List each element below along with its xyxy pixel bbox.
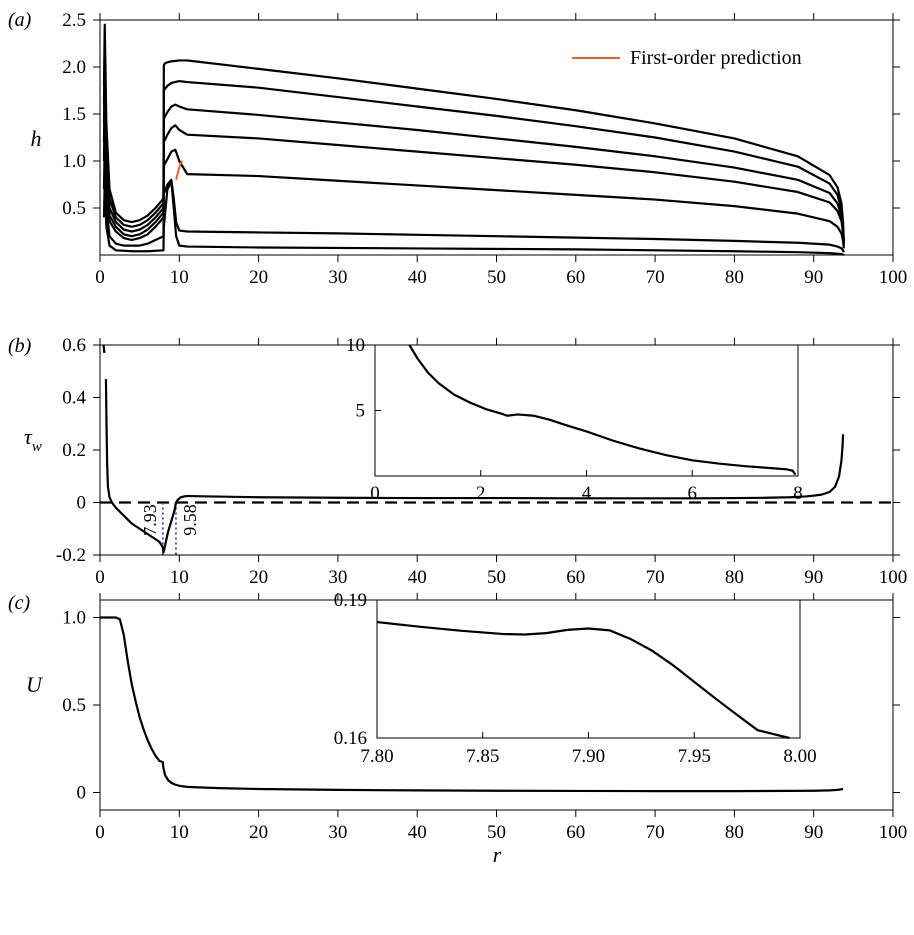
annotation-9-58: 9.58 — [180, 504, 200, 536]
tau-w-line — [102, 344, 106, 353]
x-tick-label: 90 — [804, 267, 823, 288]
h-profile-line — [102, 178, 845, 257]
inset-x-tick-label: 6 — [688, 483, 698, 504]
inset-x-tick-label: 2 — [476, 483, 486, 504]
y-tick-label: 1.0 — [62, 151, 86, 172]
first-order-prediction-line — [175, 160, 184, 181]
y-axis-label-tau: τ — [24, 424, 33, 449]
y-tick-label: 2.0 — [62, 57, 86, 78]
inset-x-tick-label: 8.00 — [783, 746, 816, 767]
y-tick-label: -0.2 — [56, 545, 86, 566]
x-tick-label: 0 — [95, 267, 105, 288]
x-tick-label: 40 — [408, 567, 427, 588]
inset-x-tick-label: 7.85 — [466, 746, 499, 767]
legend-label: First-order prediction — [630, 47, 802, 69]
h-profile-line — [102, 103, 845, 249]
x-tick-label: 10 — [170, 567, 189, 588]
x-tick-label: 70 — [646, 822, 665, 843]
inset-x-tick-label: 7.95 — [678, 746, 711, 767]
y-tick-label: 0.4 — [62, 388, 86, 409]
x-tick-label: 10 — [170, 267, 189, 288]
x-tick-label: 70 — [646, 567, 665, 588]
annotation-7-93: 7.93 — [140, 504, 160, 536]
y-tick-label: 0.6 — [62, 335, 86, 356]
inset-y-tick-label: 5 — [356, 401, 366, 422]
x-tick-label: 50 — [487, 267, 506, 288]
h-profile-line — [102, 65, 845, 244]
x-tick-label: 60 — [566, 267, 585, 288]
y-tick-label: 0.5 — [62, 198, 86, 219]
x-tick-label: 30 — [328, 567, 347, 588]
y-axis-label-sub: w — [32, 439, 42, 455]
x-tick-label: 20 — [249, 567, 268, 588]
x-tick-label: 10 — [170, 822, 189, 843]
inset-x-tick-label: 8 — [793, 483, 803, 504]
x-tick-label: 100 — [879, 567, 908, 588]
inset-y-tick-label: 0.19 — [334, 590, 367, 611]
y-tick-label: 1.5 — [62, 104, 86, 125]
y-axis-label-c: U — [26, 672, 44, 697]
x-tick-label: 60 — [566, 822, 585, 843]
x-tick-label: 40 — [408, 267, 427, 288]
y-axis-label-b: τw — [24, 424, 42, 455]
x-tick-label: 30 — [328, 267, 347, 288]
x-tick-label: 90 — [804, 822, 823, 843]
y-tick-label: 1.0 — [62, 608, 86, 629]
h-profile-line — [102, 23, 845, 241]
h-profile-line — [102, 47, 845, 243]
inset-x-tick-label: 7.90 — [572, 746, 605, 767]
y-tick-label: 0.2 — [62, 440, 86, 461]
x-tick-label: 90 — [804, 567, 823, 588]
x-tick-label: 100 — [879, 822, 908, 843]
x-tick-label: 30 — [328, 822, 347, 843]
x-tick-label: 50 — [487, 822, 506, 843]
h-profile-line — [102, 141, 845, 253]
x-tick-label: 70 — [646, 267, 665, 288]
x-tick-label: 60 — [566, 567, 585, 588]
x-tick-label: 50 — [487, 567, 506, 588]
panel-label-c: (c) — [8, 592, 31, 614]
series-group-c — [100, 616, 844, 793]
x-tick-label: 20 — [249, 267, 268, 288]
inset-tau-line — [408, 344, 797, 476]
inset-x-tick-label: 7.80 — [360, 746, 393, 767]
y-tick-label: 0 — [77, 493, 87, 514]
tau-w-line — [104, 379, 845, 554]
inset-frame-c — [376, 599, 801, 739]
U-line — [100, 616, 844, 793]
x-tick-label: 100 — [879, 267, 908, 288]
x-tick-label: 80 — [725, 267, 744, 288]
h-profile-line — [102, 84, 845, 246]
inset-U-line — [376, 620, 790, 740]
x-tick-label: 0 — [95, 567, 105, 588]
panel-label-b: (b) — [8, 335, 32, 357]
y-axis-label-a: h — [31, 126, 42, 151]
series-group-a — [102, 23, 845, 257]
x-tick-label: 80 — [725, 822, 744, 843]
x-tick-label: 20 — [249, 822, 268, 843]
inset-x-tick-label: 0 — [370, 483, 380, 504]
x-tick-label: 0 — [95, 822, 105, 843]
panel-label-a: (a) — [8, 9, 32, 31]
series-group-b — [102, 344, 845, 554]
y-tick-label: 0.5 — [62, 695, 86, 716]
x-axis-label-r: r — [493, 842, 502, 867]
inset-y-tick-label: 10 — [346, 335, 365, 356]
x-tick-label: 80 — [725, 567, 744, 588]
inset-frame-b — [374, 344, 799, 477]
y-tick-label: 0 — [77, 783, 87, 804]
inset-y-tick-label: 0.16 — [334, 728, 367, 749]
x-tick-label: 40 — [408, 822, 427, 843]
y-tick-label: 2.5 — [62, 10, 86, 31]
inset-x-tick-label: 4 — [582, 483, 592, 504]
